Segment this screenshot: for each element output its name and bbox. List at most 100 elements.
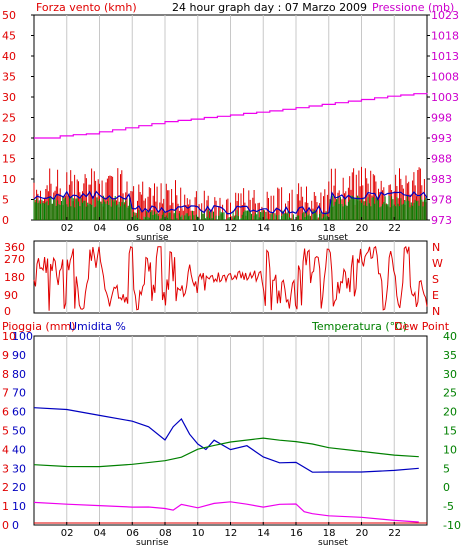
p1-right-tick-978: 978 [431,194,452,207]
p1-xlabel-14: 14 [257,223,270,234]
wind-axis-label: Forza vento (kmh) [36,1,137,14]
p2-left-tick-90: 90 [4,289,18,302]
wind-speed-line [33,190,428,215]
p1-left-tick-50: 50 [2,9,16,22]
p1-xlabel-20: 20 [356,223,369,234]
page-title: 24 hour graph day : 07 Marzo 2009 [172,1,367,14]
p1-sunrise-label: sunrise [136,233,169,243]
p1-right-tick-1003: 1003 [431,91,459,104]
p1-xlabel-22: 22 [388,223,401,234]
p3-humidity-tick-40: 40 [12,443,26,456]
p1-xlabel-08: 08 [159,223,172,234]
p3-xlabel-18: 18 [323,528,336,539]
p1-left-tick-0: 0 [2,214,9,227]
p3-humidity-tick-50: 50 [12,425,26,438]
p3-xlabel-02: 02 [61,528,74,539]
p1-right-tick-973: 973 [431,214,452,227]
p3-temp-tick--10: -10 [443,519,461,532]
p3-rain-tick-8: 8 [2,368,9,381]
p3-sunset-label: sunset [318,538,348,548]
p3-temp-tick-35: 35 [443,349,457,362]
p1-left-tick-45: 45 [2,30,16,43]
p2-left-tick-360: 360 [4,241,25,254]
p3-temp-tick-25: 25 [443,387,457,400]
p3-xlabel-12: 12 [225,528,238,539]
p1-left-tick-40: 40 [2,50,16,63]
p3-humidity-tick-30: 30 [12,462,26,475]
p1-left-tick-30: 30 [2,91,16,104]
wind-direction-line [33,245,428,311]
pressure-line [34,92,428,139]
p3-rain-tick-6: 6 [2,406,9,419]
chart-content: 5045403530252015105010231018101310081003… [2,9,461,548]
p1-xlabel-16: 16 [290,223,303,234]
p3-xlabel-20: 20 [356,528,369,539]
humidity-line [33,407,419,473]
p2-right-tick-3: E [432,289,439,302]
p2-right-tick-0: N [432,241,440,254]
p3-xlabel-22: 22 [388,528,401,539]
p3-temp-tick-10: 10 [443,443,457,456]
p3-humidity-tick-20: 20 [12,481,26,494]
p3-humidity-tick-0: 0 [12,519,19,532]
p3-humidity-tick-100: 100 [12,330,33,343]
p1-right-tick-983: 983 [431,173,452,186]
p1-right-tick-993: 993 [431,132,452,145]
p1-left-tick-25: 25 [2,112,16,125]
p2-right-tick-1: W [432,257,443,270]
p3-temp-tick-5: 5 [443,462,450,475]
temperature-axis-label: Temperatura (°C) [311,320,407,333]
p3-rain-tick-10: 10 [2,330,16,343]
p3-rain-tick-0: 0 [2,519,9,532]
p3-humidity-tick-60: 60 [12,406,26,419]
p1-right-tick-1018: 1018 [431,30,459,43]
p3-xlabel-14: 14 [257,528,270,539]
p1-xlabel-02: 02 [61,223,74,234]
pressure-axis-label: Pressione (mb) [372,1,454,14]
p2-left-tick-180: 180 [4,271,25,284]
p1-xlabel-12: 12 [225,223,238,234]
p3-rain-tick-9: 9 [2,349,9,362]
p1-left-tick-35: 35 [2,71,16,84]
p1-xlabel-04: 04 [94,223,107,234]
p3-temp-tick--5: -5 [443,500,454,513]
p1-left-tick-5: 5 [2,194,9,207]
p1-left-tick-10: 10 [2,173,16,186]
rain-axis-label: Pioggia (mm) [2,320,75,333]
p2-left-tick-270: 270 [4,253,25,266]
p3-xlabel-08: 08 [159,528,172,539]
p2-right-tick-2: S [432,273,439,286]
dewpoint-line [33,501,419,523]
p1-sunset-label: sunset [318,233,348,243]
p1-right-tick-1008: 1008 [431,71,459,84]
p2-right-tick-4: N [432,305,440,318]
p3-rain-tick-5: 5 [2,425,9,438]
p3-xlabel-04: 04 [94,528,107,539]
p1-left-tick-15: 15 [2,153,16,166]
p3-rain-tick-1: 1 [2,500,9,513]
p3-sunrise-label: sunrise [136,538,169,548]
p3-temp-tick-20: 20 [443,406,457,419]
p3-rain-tick-4: 4 [2,443,9,456]
p3-humidity-tick-70: 70 [12,387,26,400]
p3-rain-tick-2: 2 [2,481,9,494]
dewpoint-axis-label: Dew Point [394,320,450,333]
p3-xlabel-16: 16 [290,528,303,539]
p3-humidity-tick-90: 90 [12,349,26,362]
p1-xlabel-18: 18 [323,223,336,234]
p2-left-tick-0: 0 [4,305,11,318]
temperature-line [33,437,419,468]
p1-xlabel-10: 10 [192,223,205,234]
p3-temp-tick-15: 15 [443,425,457,438]
p1-right-tick-988: 988 [431,153,452,166]
p1-right-tick-1023: 1023 [431,9,459,22]
p3-temp-tick-40: 40 [443,330,457,343]
p3-temp-tick-30: 30 [443,368,457,381]
p3-rain-tick-3: 3 [2,462,9,475]
p1-right-tick-1013: 1013 [431,50,459,63]
p1-right-tick-998: 998 [431,112,452,125]
humidity-axis-label: Umidita % [69,320,126,333]
p3-humidity-tick-80: 80 [12,368,26,381]
